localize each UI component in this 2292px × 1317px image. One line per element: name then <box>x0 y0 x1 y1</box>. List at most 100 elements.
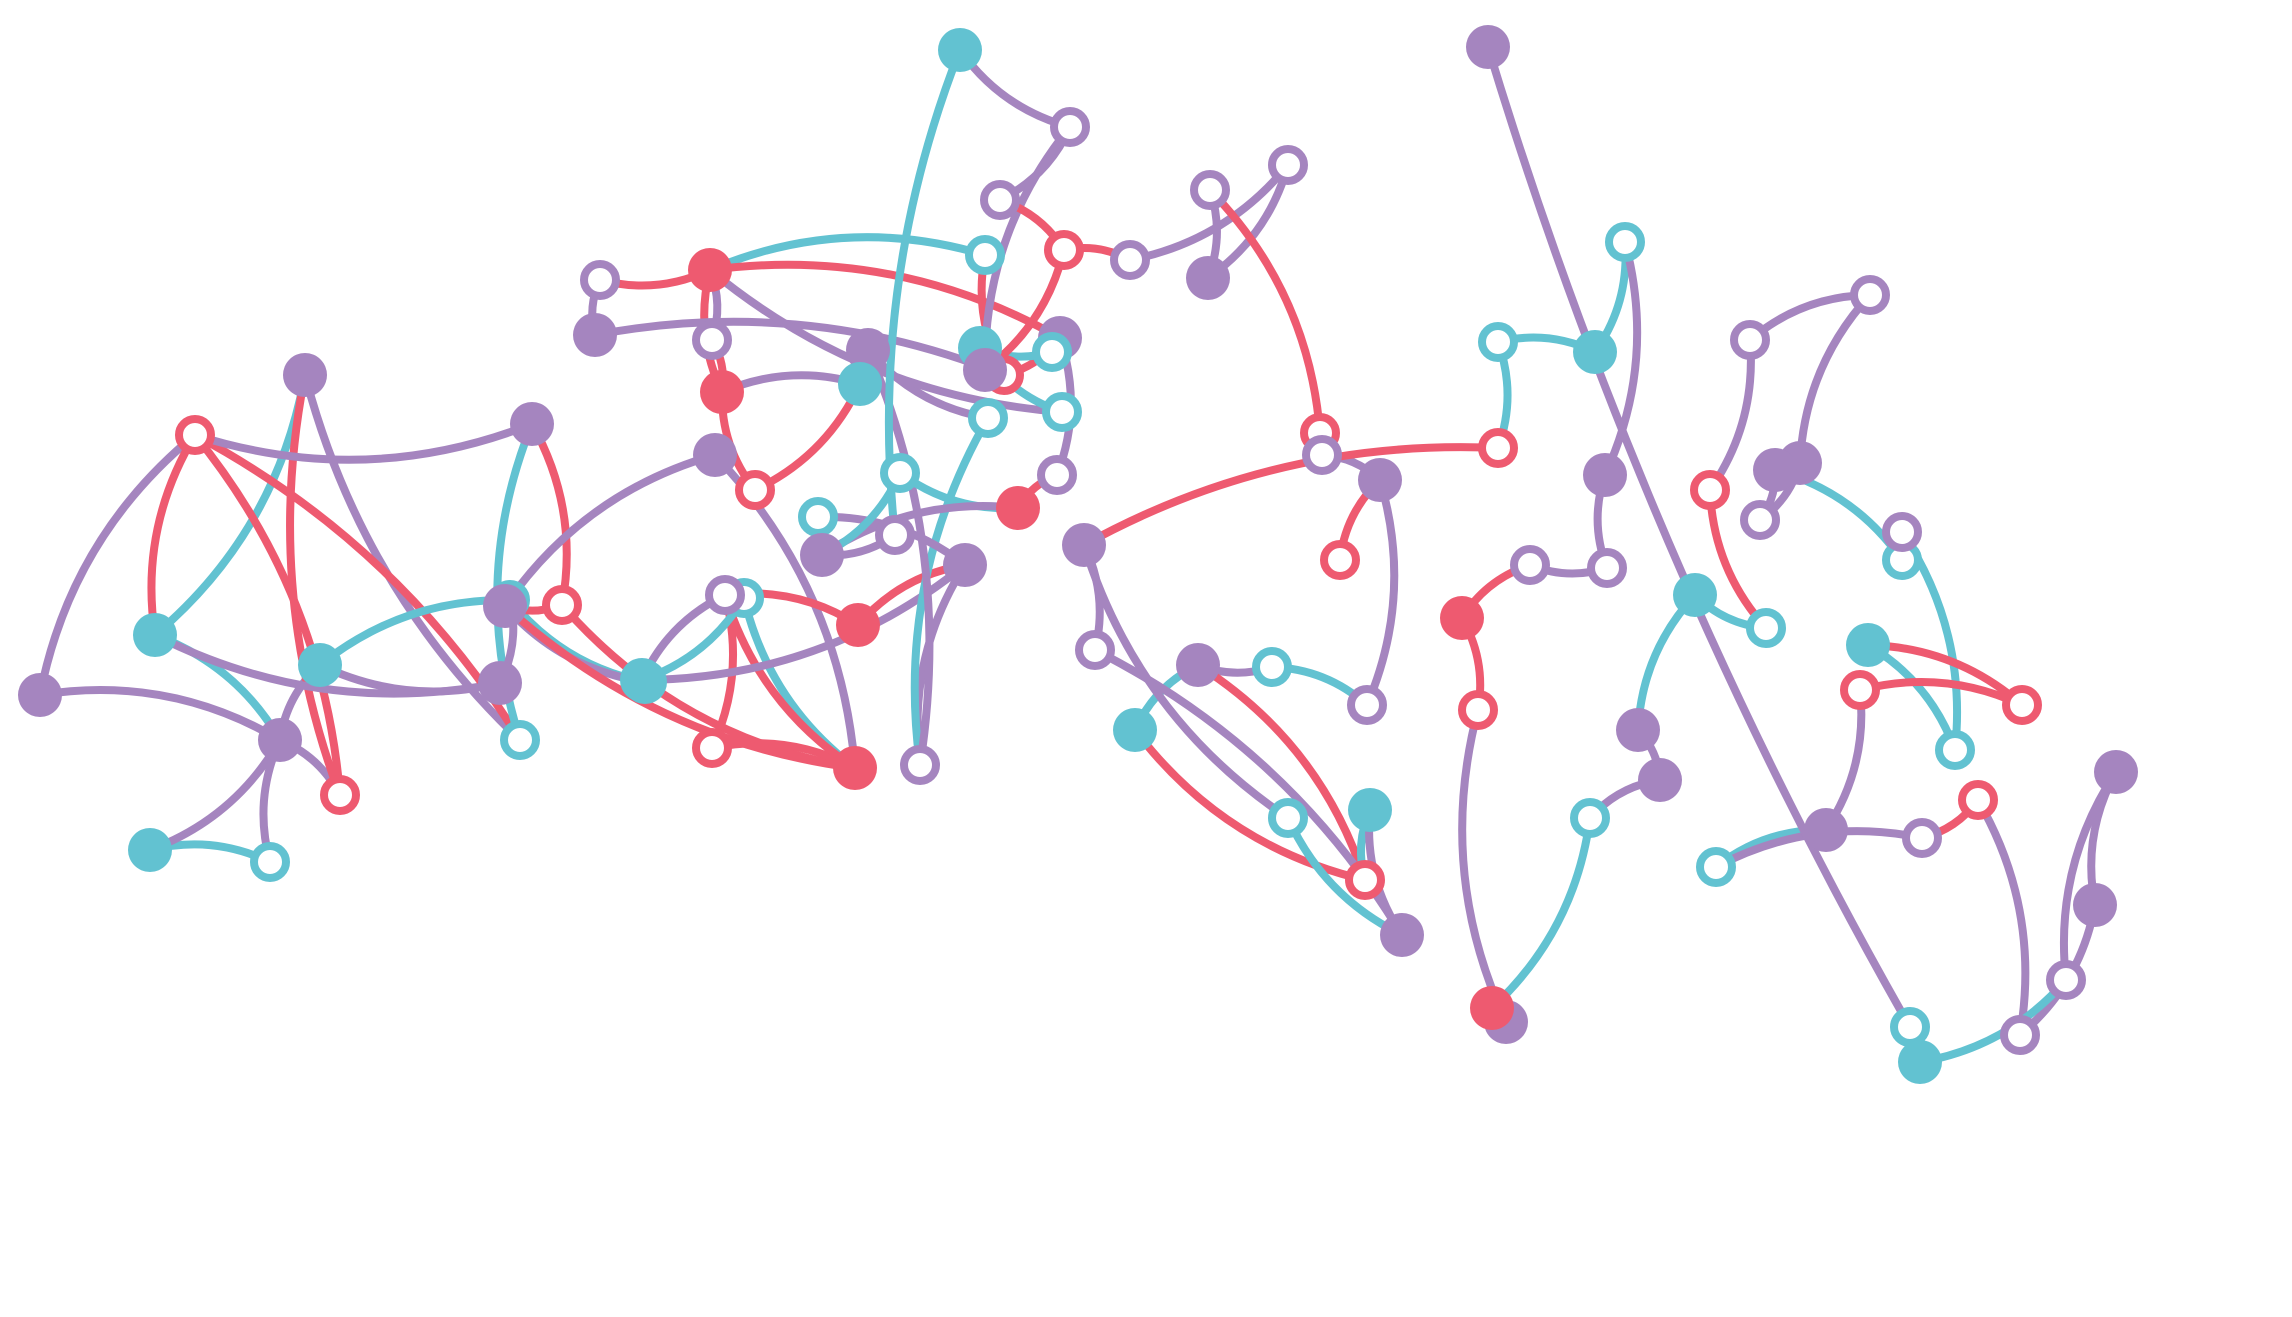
node-n93 <box>1882 512 1922 552</box>
node-n52 <box>1110 240 1150 280</box>
edge-n15-n17 <box>501 451 719 610</box>
node-n77 <box>1440 596 1484 640</box>
node-n42 <box>1037 455 1077 495</box>
edge-n4-n8 <box>151 371 309 639</box>
edge-n86-n87 <box>1706 336 1755 494</box>
node-n25 <box>900 745 940 785</box>
node-n76 <box>1510 545 1550 585</box>
node-n95 <box>1846 623 1890 667</box>
node-n63 <box>1113 708 1157 752</box>
node-n98 <box>1804 808 1848 852</box>
edge-n101-n102 <box>1974 796 2030 1039</box>
edge-n88-n89 <box>1796 291 1874 467</box>
edge-n12-n16 <box>528 420 571 609</box>
node-n26 <box>968 398 1008 438</box>
node-n87 <box>1730 320 1770 360</box>
edge-n3-n6 <box>36 686 284 744</box>
node-n57 <box>1302 435 1342 475</box>
node-n96 <box>2002 685 2042 725</box>
node-n19 <box>692 728 732 768</box>
node-n62 <box>1176 643 1220 687</box>
node-n73 <box>1605 222 1645 262</box>
node-n66 <box>1380 913 1424 957</box>
node-n54 <box>1186 256 1230 300</box>
edge-n5-n9 <box>191 431 344 799</box>
edge-n4-n9 <box>147 431 199 639</box>
edge-n35-n37 <box>591 317 1008 379</box>
node-n86 <box>1690 470 1730 510</box>
edge-n73-n74 <box>1601 238 1642 479</box>
node-n61 <box>1252 647 1292 687</box>
edge-n6-n9 <box>36 431 199 699</box>
node-n5 <box>320 775 360 815</box>
node-n90 <box>1740 500 1780 540</box>
edge-n107-n108 <box>1484 43 1914 1031</box>
node-n7 <box>298 643 342 687</box>
node-n106 <box>1898 1040 1942 1084</box>
node-n108 <box>1466 25 1510 69</box>
edge-n80-n81 <box>1488 814 1594 1012</box>
node-n21 <box>705 575 745 615</box>
node-n68 <box>1075 630 1115 670</box>
node-n64 <box>1345 860 1385 900</box>
node-n6 <box>18 673 62 717</box>
node-n12 <box>510 402 554 446</box>
node-layer <box>18 25 2138 1084</box>
node-n16 <box>542 585 582 625</box>
node-n9 <box>175 415 215 455</box>
node-n75 <box>1587 548 1627 588</box>
node-n74 <box>1583 453 1627 497</box>
node-n88 <box>1850 275 1890 315</box>
node-n48 <box>1050 107 1090 147</box>
node-n58 <box>1358 458 1402 502</box>
edge-n15-n18 <box>501 602 859 772</box>
node-n15 <box>483 584 527 628</box>
edge-n96-n97 <box>1856 677 2026 709</box>
node-n100 <box>1902 818 1942 858</box>
node-n44 <box>880 453 920 493</box>
node-n53 <box>1268 145 1308 185</box>
edge-n33-n36 <box>706 233 989 274</box>
node-n101 <box>1958 780 1998 820</box>
node-n47 <box>938 28 982 72</box>
node-n105 <box>2046 960 2086 1000</box>
edge-n62-n64 <box>1194 661 1369 884</box>
node-n27 <box>798 497 838 537</box>
node-n85 <box>1746 608 1786 648</box>
node-n11 <box>500 720 540 760</box>
edge-n3-n4 <box>151 631 284 744</box>
node-n46 <box>875 515 915 555</box>
node-n36 <box>965 235 1005 275</box>
edge-n105-n106 <box>1916 976 2070 1066</box>
edge-n63-n64 <box>1131 726 1369 884</box>
node-n23 <box>836 603 880 647</box>
node-n70 <box>1478 428 1518 468</box>
node-n49 <box>980 180 1020 220</box>
node-n94 <box>1935 730 1975 770</box>
edge-n55-n56 <box>1206 186 1324 437</box>
node-n78 <box>1458 690 1498 730</box>
node-n32 <box>692 320 732 360</box>
node-n30 <box>735 470 775 510</box>
node-n60 <box>1347 685 1387 725</box>
node-n103 <box>2073 883 2117 927</box>
node-n91 <box>1753 448 1797 492</box>
node-n39 <box>1042 392 1082 432</box>
node-n81 <box>1570 798 1610 838</box>
node-n22 <box>620 658 664 702</box>
edge-n78-n79 <box>1458 706 1510 1026</box>
node-n51 <box>1044 230 1084 270</box>
node-n80 <box>1470 986 1514 1030</box>
node-n41 <box>1032 332 1072 372</box>
edge-n69-n70 <box>1080 443 1502 549</box>
edge-n104-n105 <box>2060 768 2120 984</box>
node-n18 <box>833 746 877 790</box>
node-n28 <box>846 328 890 372</box>
edge-n9-n12 <box>191 420 536 464</box>
node-n24 <box>943 543 987 587</box>
node-n104 <box>2094 750 2138 794</box>
node-n35 <box>573 313 617 357</box>
node-n2 <box>250 842 290 882</box>
edge-n29-n30 <box>751 380 864 494</box>
